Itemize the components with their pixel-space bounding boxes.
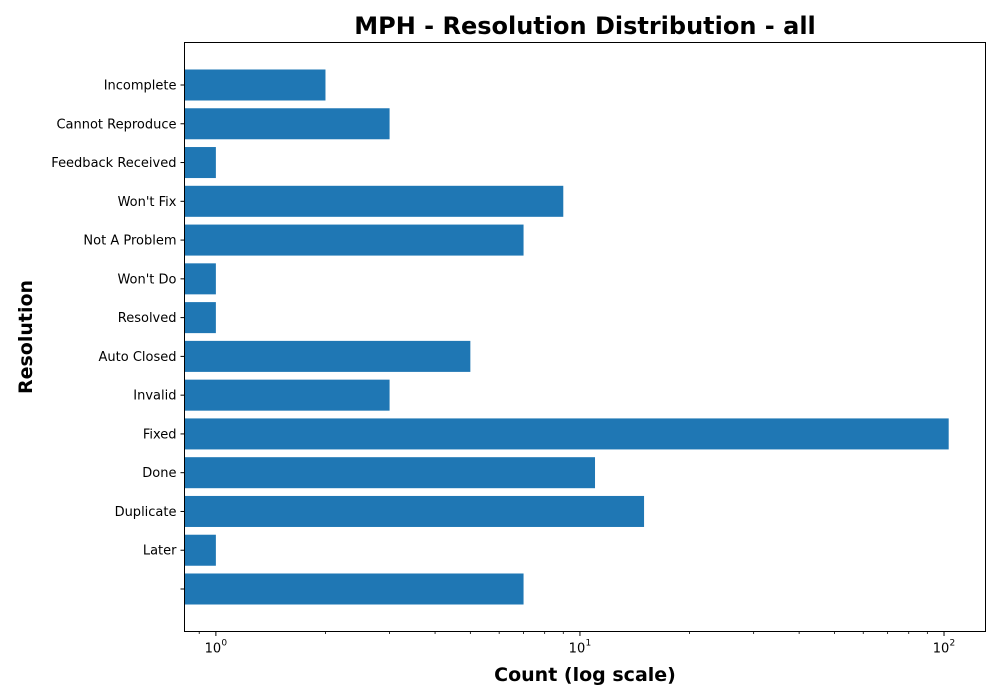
bars-group [184, 69, 949, 605]
y-tick-label: Resolved [118, 311, 177, 326]
bar-won-t-do [184, 263, 216, 295]
bar-cannot-reproduce [184, 108, 390, 140]
x-axis-ticks: 10 0 10 1 10 2 [198, 631, 956, 657]
y-tick-label: Won't Do [117, 272, 176, 287]
x-tick-exponent: 0 [221, 639, 227, 649]
y-axis-label: Resolution [15, 280, 37, 394]
y-tick-label: Later [143, 544, 177, 559]
y-tick-label: Cannot Reproduce [56, 117, 176, 132]
x-tick-label: 10 [569, 642, 586, 657]
y-tick-label: Invalid [133, 389, 176, 404]
y-tick-label: Feedback Received [51, 156, 176, 171]
y-axis-ticks: Incomplete Cannot Reproduce Feedback Recei… [51, 79, 185, 590]
bar-done [184, 457, 596, 489]
x-tick-label: 10 [933, 642, 950, 657]
bar-auto-closed [184, 340, 471, 372]
x-tick-label: 10 [205, 642, 222, 657]
y-tick-label: Won't Fix [118, 195, 177, 210]
y-tick-label: Auto Closed [99, 350, 177, 365]
bar-duplicate [184, 495, 645, 527]
bar-later [184, 534, 216, 566]
bar-fixed [184, 418, 949, 450]
x-axis-label: Count (log scale) [494, 664, 676, 686]
bar-won-t-fix [184, 185, 564, 217]
bar-feedback-received [184, 147, 216, 179]
bar-invalid [184, 379, 390, 411]
x-tick-exponent: 1 [585, 639, 591, 649]
bar-not-a-problem [184, 224, 524, 256]
bar-resolved [184, 302, 216, 334]
bar-blank [184, 573, 524, 605]
chart-title: MPH - Resolution Distribution - all [354, 12, 816, 40]
y-tick-label: Fixed [143, 427, 177, 442]
y-tick-label: Done [142, 466, 176, 481]
bar-incomplete [184, 69, 326, 101]
plot-frame [184, 42, 986, 632]
y-tick-label: Incomplete [104, 79, 177, 94]
x-tick-exponent: 2 [950, 639, 956, 649]
y-tick-label: Duplicate [115, 505, 177, 520]
y-tick-label: Not A Problem [83, 234, 176, 249]
